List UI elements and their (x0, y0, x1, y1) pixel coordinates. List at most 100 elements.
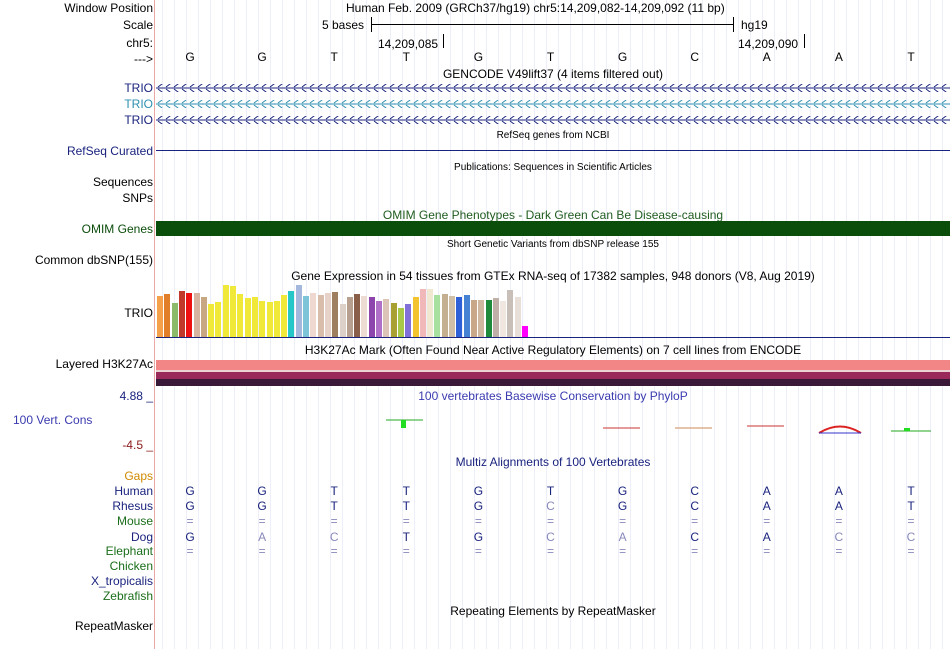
gaps-label[interactable]: Gaps (124, 469, 153, 483)
window-position-label: Window Position (64, 1, 153, 15)
gtex-tissue-bar[interactable] (208, 304, 215, 337)
gtex-tissue-bar[interactable] (463, 295, 470, 337)
gtex-tissue-bar[interactable] (522, 326, 528, 337)
gtex-tissue-bar[interactable] (157, 296, 163, 337)
gtex-tissue-bar[interactable] (332, 292, 339, 337)
reference-base: G (185, 50, 195, 64)
gtex-tissue-bar[interactable] (441, 294, 448, 337)
gtex-tissue-bar[interactable] (244, 298, 251, 337)
species-label[interactable]: Zebrafish (102, 589, 153, 603)
gtex-tissue-bar[interactable] (412, 297, 419, 337)
omim-feature-bar[interactable] (156, 221, 950, 236)
gtex-tissue-bar[interactable] (485, 300, 492, 337)
grid-line (294, 0, 295, 649)
h3k27ac-signal[interactable] (156, 360, 950, 386)
gtex-tissue-bar[interactable] (164, 294, 171, 337)
gtex-tissue-bar[interactable] (507, 290, 514, 337)
gencode-track-label-1[interactable]: TRIO (124, 81, 153, 95)
gencode-transcript-3[interactable] (156, 116, 950, 124)
species-label[interactable]: Dog (130, 530, 153, 544)
alignment-base: = (835, 544, 843, 558)
alignment-base: A (762, 484, 771, 498)
repeatmasker-label[interactable]: RepeatMasker (74, 619, 153, 633)
gtex-tissue-bar[interactable] (500, 301, 507, 337)
gtex-tissue-bar[interactable] (449, 296, 455, 337)
gtex-tissue-bar[interactable] (368, 297, 375, 337)
species-label[interactable]: Human (114, 484, 153, 498)
gtex-tissue-bar[interactable] (259, 301, 266, 337)
gtex-tissue-bar[interactable] (434, 295, 441, 337)
phylop-signal[interactable] (156, 412, 950, 442)
gtex-tissue-bar[interactable] (200, 297, 207, 337)
dbsnp-label[interactable]: Common dbSNP(155) (34, 253, 153, 267)
gtex-tissue-bar[interactable] (383, 299, 390, 337)
gtex-tissue-bar[interactable] (361, 296, 368, 337)
omim-label[interactable]: OMIM Genes (81, 222, 153, 236)
h3k27ac-label[interactable]: Layered H3K27Ac (55, 357, 153, 371)
grid-line (786, 0, 787, 649)
grid-line (678, 0, 679, 649)
gtex-tissue-bar[interactable] (303, 296, 309, 337)
gtex-tissue-bar[interactable] (186, 293, 193, 337)
gtex-tissue-bar[interactable] (273, 301, 280, 337)
gtex-tissue-bar[interactable] (295, 285, 302, 337)
gtex-tissue-bar[interactable] (478, 300, 485, 337)
alignment-base: T (907, 484, 915, 498)
gtex-tissue-bar[interactable] (470, 300, 477, 337)
gtex-tissue-bar[interactable] (310, 293, 317, 337)
grid-line (546, 0, 547, 649)
refseq-label[interactable]: RefSeq Curated (66, 144, 153, 158)
publications-label-sequences[interactable]: Sequences (92, 175, 153, 189)
gtex-tissue-bar[interactable] (390, 303, 397, 337)
species-label[interactable]: Chicken (109, 559, 153, 573)
gtex-tissue-bar[interactable] (193, 293, 200, 337)
gtex-tissue-bar[interactable] (317, 295, 324, 337)
alignment-base: G (617, 499, 628, 513)
species-label[interactable]: Mouse (116, 514, 153, 528)
gtex-tissue-bar[interactable] (230, 286, 236, 337)
species-label[interactable]: X_tropicalis (90, 574, 153, 588)
alignment-base: = (907, 544, 915, 558)
publications-title: Publications: Sequences in Scientific Ar… (454, 162, 652, 173)
phylop-title: 100 vertebrates Basewise Conservation by… (418, 389, 688, 403)
phylop-label[interactable]: 100 Vert. Cons (13, 413, 93, 427)
gencode-track-label-3[interactable]: TRIO (124, 113, 153, 127)
grid-line (774, 0, 775, 649)
reference-base: T (546, 50, 555, 64)
gtex-tissue-bar[interactable] (405, 304, 412, 337)
gtex-tissue-bar[interactable] (251, 297, 258, 337)
gtex-tissue-bar[interactable] (376, 301, 382, 337)
gtex-tissue-bar[interactable] (215, 302, 222, 337)
gencode-transcript-1[interactable] (156, 84, 950, 92)
gtex-tissue-bar[interactable] (171, 303, 178, 337)
gtex-tissue-bar[interactable] (266, 302, 273, 337)
gtex-tissue-bar[interactable] (288, 291, 295, 337)
gtex-tissue-bar[interactable] (222, 285, 229, 337)
gtex-tissue-bar[interactable] (281, 295, 288, 337)
gtex-tissue-bar[interactable] (492, 298, 499, 337)
publications-label-snps[interactable]: SNPs (122, 191, 153, 205)
alignment-base: C (906, 530, 916, 544)
gtex-tissue-bar[interactable] (339, 304, 346, 337)
gtex-tissue-bar[interactable] (427, 289, 434, 337)
gencode-transcript-2[interactable] (156, 100, 950, 108)
gencode-transcripts[interactable] (156, 80, 950, 128)
grid-line (918, 0, 919, 649)
gtex-tissue-bar[interactable] (346, 297, 353, 337)
gtex-bar-chart[interactable] (156, 284, 536, 337)
gtex-tissue-bar[interactable] (456, 297, 463, 337)
gencode-track-label-2[interactable]: TRIO (124, 97, 153, 111)
gtex-tissue-bar[interactable] (354, 294, 361, 337)
species-label[interactable]: Elephant (105, 544, 153, 558)
gtex-tissue-bar[interactable] (419, 289, 426, 337)
gtex-tissue-bar[interactable] (178, 291, 185, 337)
gtex-tissue-bar[interactable] (324, 293, 331, 337)
gtex-label[interactable]: TRIO (124, 306, 153, 320)
species-label[interactable]: Rhesus (112, 499, 153, 513)
gtex-tissue-bar[interactable] (397, 308, 404, 337)
refseq-transcript[interactable] (156, 150, 950, 151)
gtex-tissue-bar[interactable] (237, 294, 244, 337)
gtex-tissue-bar[interactable] (514, 297, 521, 337)
alignment-base: = (546, 514, 554, 528)
